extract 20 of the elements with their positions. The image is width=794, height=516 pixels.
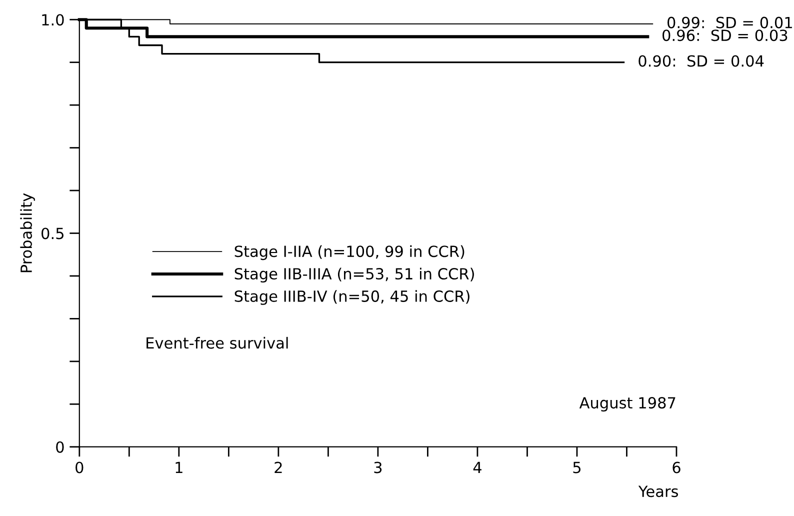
legend-label: Stage IIB-IIIA (n=53, 51 in CCR) xyxy=(234,268,474,283)
annotation: 0.90: SD = 0.04 xyxy=(638,55,764,67)
x-tick-label: 6 xyxy=(672,462,680,474)
legend-label: Stage IIIB-IV (n=50, 45 in CCR) xyxy=(234,290,470,305)
y-tick-label: 1.0 xyxy=(42,14,64,26)
annotation: 0.96: SD = 0.03 xyxy=(662,30,788,42)
annotation: Event-free survival xyxy=(146,336,288,349)
y-tick-label: 0 xyxy=(56,441,64,453)
x-axis-title: Years xyxy=(638,486,678,498)
annotation: 0.99: SD = 0.01 xyxy=(668,16,792,28)
x-tick-label: 0 xyxy=(76,462,84,474)
x-tick-label: 3 xyxy=(374,462,382,474)
y-axis-title: Probability xyxy=(20,193,35,272)
y-tick-label: 0.5 xyxy=(42,228,64,240)
annotation: August 1987 xyxy=(579,397,676,412)
legend-label: Stage I-IIA (n=100, 99 in CCR) xyxy=(234,245,464,260)
x-tick-label: 1 xyxy=(176,462,182,474)
x-tick-label: 4 xyxy=(473,462,482,474)
x-tick-label: 2 xyxy=(274,462,282,474)
x-tick-label: 5 xyxy=(573,462,580,474)
